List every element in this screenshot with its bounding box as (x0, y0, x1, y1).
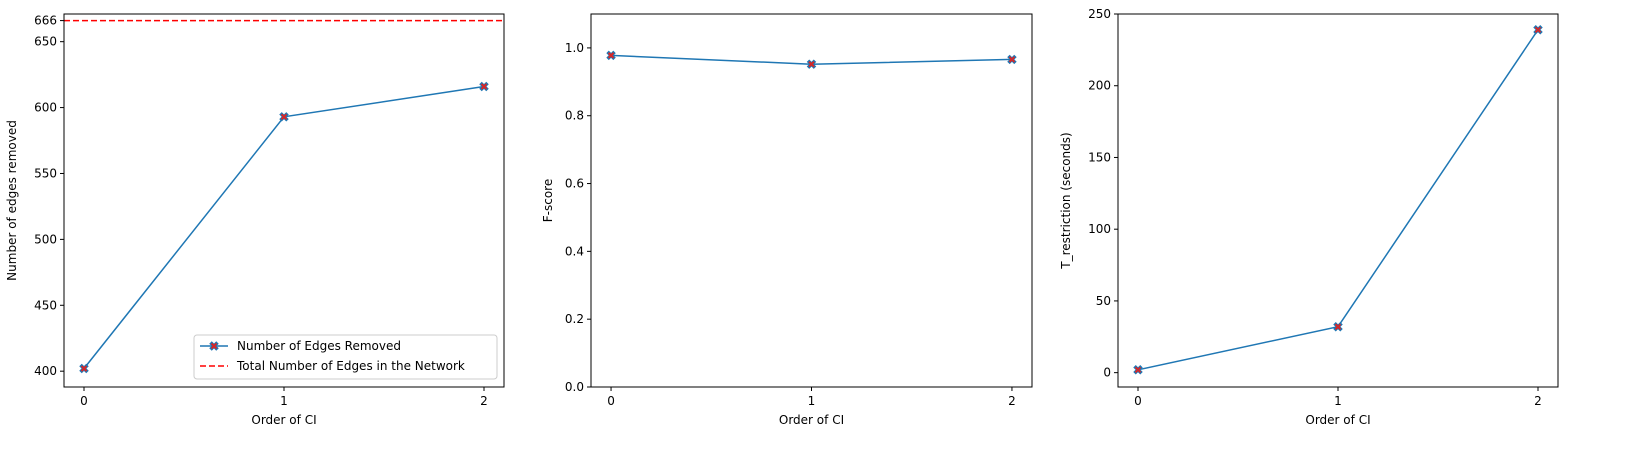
legend-marker-stroke (210, 342, 218, 350)
y-tick-label: 150 (1088, 150, 1111, 164)
x-tick-label: 2 (1008, 394, 1016, 408)
plot-frame (63, 13, 505, 388)
marker-stroke (480, 83, 488, 90)
data-point (1533, 25, 1543, 35)
data-point (1133, 365, 1143, 375)
chart-panel-3: 0 1 2 0 50 100 150 200 250 Order of CI T_restricti… (1059, 7, 1559, 427)
y-tick-label: 500 (34, 232, 57, 246)
x-tick-label: 1 (1334, 394, 1342, 408)
series-line (83, 85, 485, 369)
legend: Number of Edges Removed Total Number of E… (193, 334, 498, 380)
legend-label: Total Number of Edges in the Network (236, 359, 465, 373)
marker-stroke (1334, 323, 1342, 330)
data-point (479, 81, 489, 92)
y-tick-label: 50 (1096, 294, 1111, 308)
x-tick-label: 0 (607, 394, 615, 408)
marker-stroke (808, 60, 815, 68)
marker-stroke (607, 52, 615, 59)
x-axis-label: Order of CI (1305, 413, 1370, 427)
y-tick-label: 0.8 (565, 109, 584, 123)
marker-stroke (1008, 56, 1016, 63)
y-tick-label: 250 (1088, 7, 1111, 21)
chart-panel-1: 0 1 2 400 450 500 550 600 650 666 Order of CI Numbe… (5, 13, 505, 427)
data-point (1007, 54, 1017, 65)
plot-frame (590, 13, 1033, 388)
data-point (279, 112, 289, 122)
data-point (806, 59, 817, 69)
x-tick-label: 0 (80, 394, 88, 408)
y-tick-label: 650 (34, 35, 57, 49)
legend-label: Number of Edges Removed (237, 339, 401, 353)
y-tick-label: 400 (34, 364, 57, 378)
x-tick-label: 1 (808, 394, 816, 408)
x-tick-label: 1 (280, 394, 288, 408)
y-tick-label: 550 (34, 166, 57, 180)
y-tick-label: 450 (34, 298, 57, 312)
data-point (79, 363, 89, 374)
y-axis-label: T_restriction (seconds) (1059, 132, 1073, 269)
y-tick-label: 0.6 (565, 177, 584, 191)
x-tick-label: 2 (480, 394, 488, 408)
y-tick-label: 1.0 (565, 41, 584, 55)
legend-box (193, 334, 498, 380)
y-axis-label: Number of edges removed (5, 120, 19, 281)
marker-stroke (1534, 26, 1542, 33)
data-point (606, 50, 616, 61)
y-tick-label: 666 (34, 14, 57, 28)
y-tick-label: 0.2 (565, 312, 584, 326)
y-tick-label: 0.0 (565, 380, 584, 394)
data-point (1333, 322, 1343, 332)
series-line (1137, 29, 1539, 371)
x-tick-label: 2 (1534, 394, 1542, 408)
x-axis-label: Order of CI (779, 413, 844, 427)
y-axis-label: F-score (541, 179, 555, 222)
x-axis-label: Order of CI (251, 413, 316, 427)
marker-stroke (80, 365, 88, 372)
chart-panel-2: 0 1 2 0.0 0.2 0.4 0.6 0.8 1.0 Order of CI F-score (541, 13, 1033, 427)
y-tick-label: 600 (34, 101, 57, 115)
plot-frame (1117, 13, 1559, 388)
y-tick-label: 0.4 (565, 244, 584, 258)
marker-stroke (280, 113, 288, 121)
y-tick-label: 200 (1088, 79, 1111, 93)
y-tick-label: 100 (1088, 222, 1111, 236)
marker-stroke (1134, 366, 1142, 373)
y-tick-label: 0 (1103, 366, 1111, 380)
x-tick-label: 0 (1134, 394, 1142, 408)
